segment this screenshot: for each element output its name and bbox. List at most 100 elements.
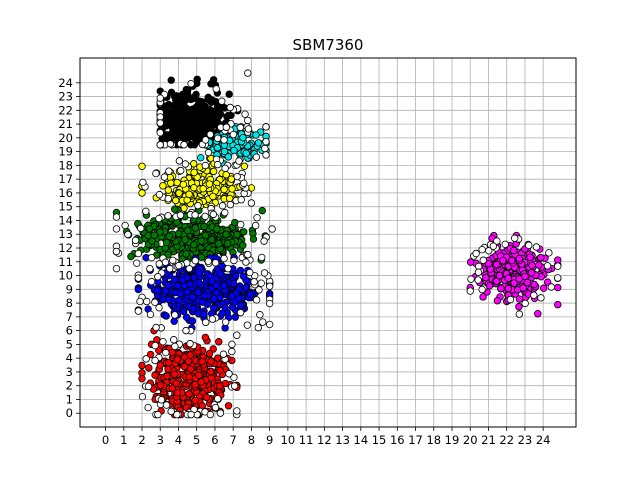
data-point [145, 364, 153, 372]
data-point [167, 119, 176, 128]
outlier-point [240, 179, 248, 188]
data-point [138, 162, 146, 170]
outlier-point [147, 253, 156, 262]
outlier-point [506, 295, 515, 304]
data-point [220, 281, 228, 290]
data-point [209, 167, 218, 176]
data-point [205, 180, 214, 188]
data-point [521, 272, 529, 281]
outlier-point [228, 347, 236, 356]
outlier-point [474, 268, 483, 276]
outlier-point [139, 178, 147, 187]
data-point [164, 359, 173, 367]
outlier-point [489, 242, 498, 250]
data-point [190, 168, 198, 177]
data-point [194, 269, 203, 277]
outlier-point [214, 134, 222, 143]
data-point [466, 258, 475, 266]
data-point [515, 295, 524, 303]
outlier-point [225, 370, 233, 378]
data-point [504, 284, 513, 293]
outlier-point [164, 194, 173, 203]
data-point [200, 222, 208, 231]
y-tick-label: 24 [58, 76, 73, 90]
data-point [154, 287, 162, 295]
data-point [201, 292, 209, 300]
outlier-point [256, 311, 264, 319]
outlier-point [262, 137, 270, 146]
data-point [185, 190, 193, 198]
data-point [215, 382, 224, 390]
data-point [249, 235, 258, 243]
outlier-point [154, 410, 162, 419]
outlier-point [218, 202, 227, 210]
data-point [535, 261, 543, 269]
outlier-point [171, 342, 179, 351]
y-tick-label: 19 [58, 145, 73, 159]
x-tick-label: 5 [193, 433, 200, 447]
data-point [171, 131, 179, 139]
outlier-point [237, 196, 245, 204]
data-point [202, 393, 211, 402]
data-point [223, 112, 231, 121]
outlier-point [260, 237, 268, 245]
data-point [176, 290, 185, 298]
data-point [246, 290, 255, 299]
data-point [191, 224, 200, 232]
outlier-point [254, 323, 262, 332]
outlier-point [155, 260, 163, 268]
data-point [543, 278, 552, 286]
data-point [177, 99, 186, 107]
data-point [186, 365, 195, 373]
data-point [138, 361, 146, 370]
data-point [220, 147, 229, 156]
outlier-point [211, 403, 220, 412]
outlier-point [155, 303, 163, 312]
data-point [176, 106, 184, 115]
data-point [184, 357, 193, 366]
data-point [228, 292, 236, 301]
y-tick-label: 15 [58, 200, 73, 214]
outlier-point [244, 116, 252, 125]
data-point [179, 180, 188, 189]
x-tick-label: 20 [463, 433, 478, 447]
data-point [225, 90, 233, 98]
outlier-point [134, 249, 143, 258]
outlier-point [166, 264, 174, 273]
x-tick-label: 6 [211, 433, 218, 447]
outlier-point [222, 123, 231, 131]
data-point [239, 241, 247, 249]
data-point [163, 372, 171, 380]
data-point [138, 374, 146, 383]
outlier-point [138, 392, 147, 401]
outlier-point [543, 262, 552, 270]
outlier-point [259, 318, 267, 326]
data-point [170, 317, 178, 325]
y-tick-label: 4 [66, 351, 73, 365]
data-point [236, 301, 245, 310]
outlier-point [221, 318, 230, 326]
data-point [510, 279, 518, 287]
data-point [224, 153, 233, 161]
outlier-point [142, 207, 150, 216]
y-tick-label: 7 [66, 310, 73, 324]
data-point [229, 279, 238, 288]
data-point [164, 186, 173, 194]
outlier-point [146, 310, 155, 319]
x-tick-label: 2 [138, 433, 145, 447]
outlier-point [144, 403, 152, 412]
data-point [175, 117, 183, 125]
outlier-point [160, 173, 169, 181]
outlier-point [134, 307, 143, 315]
x-tick-label: 3 [157, 433, 164, 447]
data-point [242, 283, 250, 292]
data-point [530, 280, 538, 289]
data-point [213, 144, 222, 152]
outlier-point [212, 85, 220, 93]
data-point [194, 288, 203, 297]
data-point [239, 272, 248, 281]
data-point [240, 228, 248, 236]
data-point [173, 389, 182, 397]
data-point [233, 230, 241, 239]
data-point [146, 350, 155, 359]
